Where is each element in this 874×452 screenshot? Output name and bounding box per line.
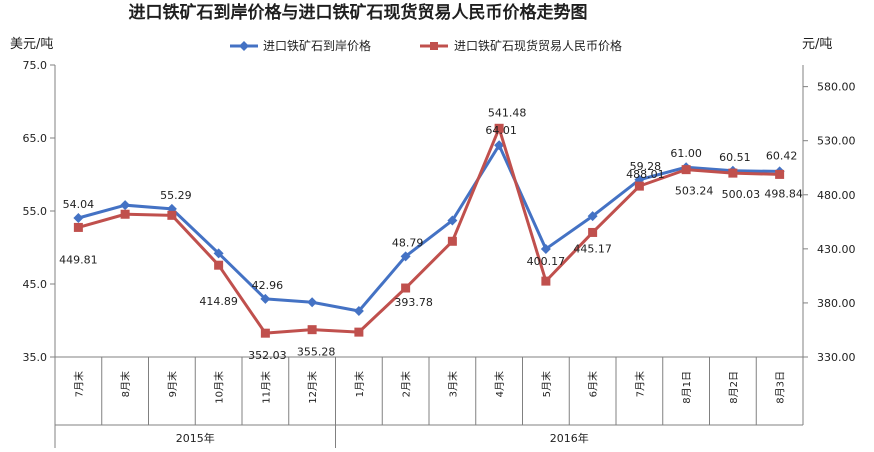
y-right-tick-label: 480.00 — [817, 189, 856, 202]
data-point-square — [634, 181, 644, 191]
data-point-diamond — [447, 215, 458, 226]
data-label: 59.28 — [630, 160, 662, 173]
data-label: 48.79 — [392, 236, 424, 249]
data-point-diamond — [213, 248, 224, 259]
data-label: 355.28 — [297, 346, 336, 359]
data-label: 60.51 — [719, 151, 751, 164]
y-left-tick-label: 65.0 — [23, 132, 48, 145]
x-tick-label: 5月末 — [540, 371, 553, 397]
data-point-diamond — [587, 211, 598, 222]
x-tick-label: 6月末 — [587, 371, 600, 397]
data-point-square — [354, 327, 364, 337]
x-tick-label: 8月末 — [119, 371, 132, 397]
x-tick-label: 7月末 — [633, 371, 646, 397]
data-point-square — [167, 210, 177, 220]
series-line-2 — [77, 126, 780, 335]
data-label: 500.03 — [722, 188, 761, 201]
data-point-square — [447, 236, 457, 246]
x-tick-label: 9月末 — [166, 371, 179, 397]
data-point-square — [775, 169, 785, 179]
axes: 35.0 45.0 55.0 65.0 75.0 330.00 380.00 430.00 48… — [23, 59, 856, 448]
data-point-square — [588, 227, 598, 237]
y-right-tick-label: 580.00 — [817, 81, 856, 94]
legend-label-series-2: 进口铁矿石现货贸易人民币价格 — [454, 38, 622, 53]
data-point-square — [120, 209, 130, 219]
data-point-square — [494, 123, 504, 133]
y-right-tick-label: 330.00 — [817, 351, 856, 364]
data-point-diamond — [494, 140, 505, 151]
y-left-tick-label: 45.0 — [23, 278, 48, 291]
x-tick-label: 8月3日 — [775, 371, 787, 404]
data-point-diamond — [307, 297, 318, 308]
data-label: 64.01 — [485, 124, 517, 137]
data-label: 503.24 — [675, 185, 714, 198]
data-point-square — [214, 260, 224, 270]
data-label: 414.89 — [199, 295, 238, 308]
data-point-diamond — [400, 251, 411, 262]
x-tick-label: 1月末 — [353, 371, 366, 397]
x-tick-label: 2月末 — [400, 371, 413, 397]
data-point-square — [260, 328, 270, 338]
year-group-label: 2016年 — [550, 431, 589, 445]
data-point-diamond — [260, 293, 271, 304]
data-point-diamond — [120, 200, 131, 211]
y-left-tick-label: 55.0 — [23, 205, 48, 218]
data-point-square — [681, 165, 691, 175]
chart-legend: 进口铁矿石到岸价格 进口铁矿石现货贸易人民币价格 — [230, 38, 622, 53]
data-label: 393.78 — [394, 296, 433, 309]
y-left-tick-label: 75.0 — [23, 59, 48, 72]
data-label: 498.84 — [764, 187, 803, 200]
data-label: 60.42 — [766, 149, 798, 162]
x-tick-label: 8月1日 — [681, 371, 693, 404]
data-point-square — [541, 276, 551, 286]
year-group-label: 2015年 — [176, 431, 215, 445]
y-right-tick-label: 530.00 — [817, 135, 856, 148]
data-label: 42.96 — [252, 279, 284, 292]
y-right-tick-label: 380.00 — [817, 297, 856, 310]
data-label: 488.01 — [626, 168, 665, 181]
data-label: 54.04 — [63, 198, 95, 211]
data-point-diamond — [353, 306, 364, 317]
data-point-square — [728, 168, 738, 178]
x-tick-label: 3月末 — [446, 371, 459, 397]
data-label: 449.81 — [59, 253, 98, 266]
data-label: 541.48 — [488, 106, 527, 119]
data-labels-group: 54.04 55.29 42.96 48.79 64.01 59.28 61.00 60.51… — [59, 106, 803, 362]
chart-title: 进口铁矿石到岸价格与进口铁矿石现货贸易人民币价格走势图 — [129, 2, 588, 23]
y-right-tick-label: 430.00 — [817, 243, 856, 256]
y-left-tick-label: 35.0 — [23, 351, 48, 364]
data-label: 352.03 — [248, 349, 287, 362]
y-left-unit-label: 美元/吨 — [10, 37, 53, 52]
x-tick-label: 8月2日 — [728, 371, 740, 404]
x-tick-label: 4月末 — [493, 371, 506, 397]
x-tick-label: 7月末 — [72, 371, 85, 397]
x-tick-label: 12月末 — [306, 371, 319, 404]
series-group — [73, 123, 785, 338]
data-point-diamond — [73, 213, 84, 224]
x-tick-label: 10月末 — [213, 371, 226, 404]
data-label: 55.29 — [160, 189, 192, 202]
series-line-1 — [77, 143, 780, 313]
data-label: 445.17 — [573, 242, 612, 255]
y-right-unit-label: 元/吨 — [802, 37, 832, 52]
legend-label-series-1: 进口铁矿石到岸价格 — [263, 38, 371, 53]
data-point-diamond — [540, 243, 551, 254]
data-point-square — [307, 325, 317, 335]
data-label: 400.17 — [527, 255, 566, 268]
data-point-square — [401, 283, 411, 293]
data-label: 61.00 — [670, 147, 702, 160]
legend-marker-square-icon — [430, 42, 438, 50]
x-tick-label: 11月末 — [259, 371, 272, 404]
data-point-square — [73, 222, 83, 232]
legend-marker-diamond-icon — [239, 41, 249, 51]
